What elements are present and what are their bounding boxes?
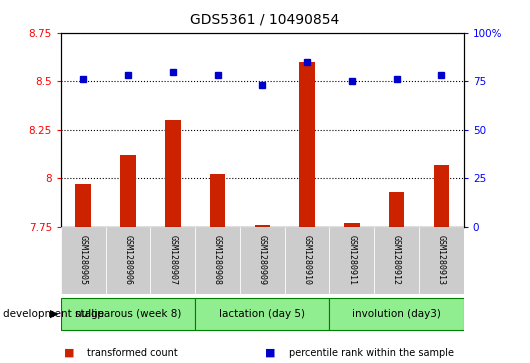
Bar [285, 227, 330, 294]
Text: GDS5361 / 10490854: GDS5361 / 10490854 [190, 13, 340, 27]
Bar [195, 298, 330, 330]
Bar [374, 227, 419, 294]
Bar [105, 227, 151, 294]
Text: GSM1280906: GSM1280906 [123, 236, 132, 285]
Bar [299, 62, 315, 227]
Text: GSM1280907: GSM1280907 [169, 236, 178, 285]
Bar [210, 175, 225, 227]
Text: involution (day3): involution (day3) [352, 309, 441, 319]
Bar [61, 298, 195, 330]
Bar [330, 227, 374, 294]
Bar [330, 298, 464, 330]
Text: GSM1280908: GSM1280908 [213, 236, 222, 285]
Bar [120, 155, 136, 227]
Text: development stage: development stage [3, 309, 104, 319]
Text: nulliparous (week 8): nulliparous (week 8) [75, 309, 181, 319]
Text: ■: ■ [64, 347, 74, 358]
Bar [419, 227, 464, 294]
Bar [165, 120, 181, 227]
Text: transformed count: transformed count [87, 347, 178, 358]
Bar [61, 227, 105, 294]
Text: percentile rank within the sample: percentile rank within the sample [289, 347, 454, 358]
Bar [389, 192, 404, 227]
Text: GSM1280911: GSM1280911 [347, 236, 356, 285]
Bar [195, 227, 240, 294]
Text: GSM1280913: GSM1280913 [437, 236, 446, 285]
Bar [240, 227, 285, 294]
Text: lactation (day 5): lactation (day 5) [219, 309, 305, 319]
Text: GSM1280905: GSM1280905 [79, 236, 88, 285]
Bar [434, 165, 449, 227]
Bar [151, 227, 195, 294]
Text: GSM1280910: GSM1280910 [303, 236, 312, 285]
Bar [344, 223, 360, 227]
Text: GSM1280909: GSM1280909 [258, 236, 267, 285]
Bar [254, 225, 270, 227]
Bar [75, 184, 91, 227]
Text: GSM1280912: GSM1280912 [392, 236, 401, 285]
Text: ▶: ▶ [50, 309, 58, 319]
Text: ■: ■ [265, 347, 276, 358]
